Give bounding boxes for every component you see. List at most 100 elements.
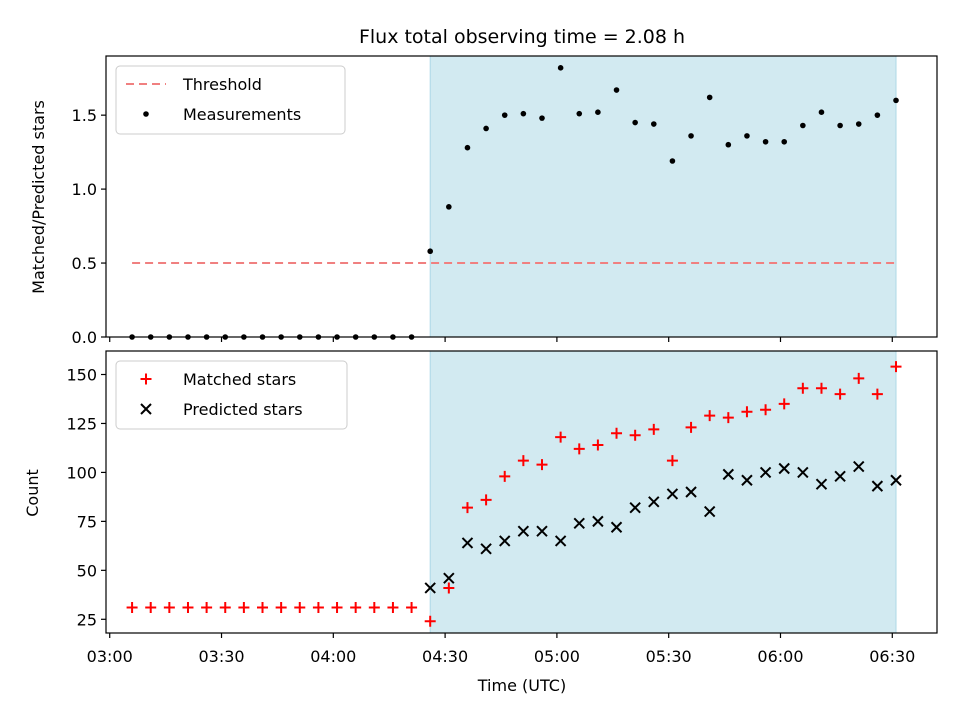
x-tick-label: 04:30 <box>422 647 468 666</box>
point-measurements <box>539 115 545 121</box>
point-measurements <box>520 110 527 117</box>
point-predicted-stars <box>424 582 436 594</box>
point-predicted-stars <box>443 572 455 584</box>
legend-matched-stars-label: Matched stars <box>183 370 296 389</box>
legend-threshold-label: Threshold <box>182 75 262 94</box>
point-measurements <box>446 204 452 210</box>
point-matched-stars <box>778 398 790 410</box>
y-tick-label: 1.0 <box>72 180 97 199</box>
point-measurements <box>762 138 769 145</box>
point-matched-stars <box>722 412 734 424</box>
point-matched-stars <box>499 470 511 482</box>
point-matched-stars <box>834 388 846 400</box>
point-predicted-stars <box>536 525 548 537</box>
point-predicted-stars <box>685 486 697 498</box>
count-y-axis-label: Count <box>23 469 42 517</box>
point-measurements <box>744 133 750 139</box>
point-matched-stars <box>797 382 809 394</box>
x-tick-label: 03:30 <box>198 647 244 666</box>
point-measurements <box>837 122 843 129</box>
point-measurements <box>893 97 899 104</box>
count-panel: 25 50 75 100 125 150 03:00 03:30 04:00 04:30 05:00… <box>23 350 938 666</box>
point-matched-stars <box>611 427 623 439</box>
legend-predicted-stars-marker <box>140 403 152 415</box>
point-measurements <box>688 133 694 139</box>
point-matched-stars <box>145 602 157 614</box>
legend-measurements-label: Measurements <box>183 105 301 124</box>
point-predicted-stars <box>741 474 753 486</box>
point-matched-stars <box>368 602 380 614</box>
x-axis-label: Time (UTC) <box>477 676 566 695</box>
point-measurements <box>818 109 825 115</box>
x-tick-label: 06:30 <box>869 647 915 666</box>
point-measurements <box>781 138 788 145</box>
point-measurements <box>501 112 508 118</box>
point-measurements <box>669 158 676 164</box>
point-predicted-stars <box>610 521 623 533</box>
point-matched-stars <box>480 494 492 506</box>
point-predicted-stars <box>666 488 679 500</box>
point-matched-stars <box>163 602 175 614</box>
point-matched-stars <box>517 455 529 467</box>
legend-matched-stars-marker <box>140 373 152 385</box>
legend-measurements-marker <box>143 111 149 117</box>
point-predicted-stars <box>797 466 809 479</box>
point-predicted-stars <box>815 478 828 490</box>
point-matched-stars <box>536 459 548 471</box>
observing-span <box>429 55 897 338</box>
y-tick-label: 75 <box>77 512 97 531</box>
point-measurements <box>650 121 657 127</box>
point-matched-stars <box>294 602 306 614</box>
point-matched-stars <box>331 602 343 614</box>
x-tick-label: 04:00 <box>310 647 356 666</box>
point-matched-stars <box>424 615 436 627</box>
point-predicted-stars <box>517 525 530 537</box>
point-matched-stars <box>629 429 641 441</box>
point-matched-stars <box>741 406 753 418</box>
point-matched-stars <box>555 431 567 443</box>
point-matched-stars <box>890 361 902 373</box>
point-measurements <box>483 125 489 132</box>
point-measurements <box>632 119 638 126</box>
y-tick-label: 0.0 <box>72 328 97 347</box>
y-tick-label: 150 <box>66 366 97 385</box>
point-predicted-stars <box>890 474 902 486</box>
point-matched-stars <box>257 602 269 614</box>
point-matched-stars <box>443 582 455 594</box>
x-tick-label: 03:00 <box>87 647 133 666</box>
point-measurements <box>855 121 862 127</box>
point-matched-stars <box>592 439 604 451</box>
y-tick-label: 25 <box>77 610 97 629</box>
point-matched-stars <box>126 602 138 614</box>
chart-title: Flux total observing time = 2.08 h <box>359 26 685 48</box>
point-measurements <box>557 65 564 71</box>
point-matched-stars <box>312 602 324 614</box>
point-predicted-stars <box>629 501 641 514</box>
ratio-y-axis-label: Matched/Predicted stars <box>29 100 48 294</box>
point-matched-stars <box>815 382 827 394</box>
point-matched-stars <box>666 455 678 467</box>
point-matched-stars <box>648 423 660 435</box>
point-matched-stars <box>275 602 287 614</box>
point-predicted-stars <box>834 470 846 483</box>
y-tick-label: 100 <box>66 463 97 482</box>
y-tick-label: 1.5 <box>72 106 97 125</box>
point-measurements <box>464 144 471 151</box>
point-measurements <box>706 94 713 101</box>
point-predicted-stars <box>480 543 492 555</box>
point-predicted-stars <box>554 535 567 547</box>
legend-box <box>115 65 346 135</box>
legend-box <box>115 360 348 430</box>
y-tick-label: 50 <box>77 561 97 580</box>
y-tick-label: 125 <box>66 414 97 433</box>
point-measurements <box>725 141 732 148</box>
x-tick-label: 05:00 <box>534 647 580 666</box>
point-matched-stars <box>219 602 231 614</box>
point-predicted-stars <box>648 496 660 508</box>
x-tick-label: 06:00 <box>757 647 803 666</box>
point-matched-stars <box>871 388 883 400</box>
observing-span <box>429 350 897 634</box>
point-matched-stars <box>182 602 194 614</box>
point-measurements <box>427 248 434 255</box>
